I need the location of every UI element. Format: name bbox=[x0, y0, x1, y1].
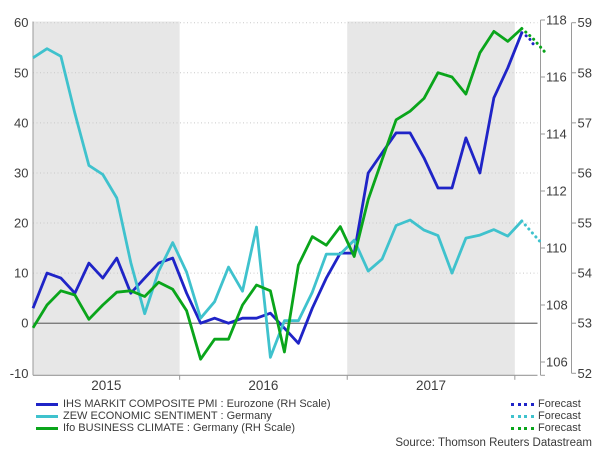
right-axis2-tick-label: 55 bbox=[578, 216, 592, 231]
forecast-label-pmi: Forecast bbox=[538, 398, 581, 410]
year-shading-band bbox=[347, 21, 515, 376]
legend-label-zew: ZEW ECONOMIC SENTIMENT : Germany bbox=[63, 410, 272, 422]
legend-swatch-ifo-line bbox=[36, 426, 58, 430]
x-axis-year-label: 2016 bbox=[248, 378, 278, 393]
left-axis-tick-label: -10 bbox=[10, 366, 29, 381]
legend-swatch-zew-line bbox=[36, 414, 58, 418]
forecast-swatch-pmi-dotted-line bbox=[511, 402, 534, 406]
right-axis1-tick-label: 110 bbox=[546, 241, 567, 256]
right-axis2-tick-label: 56 bbox=[578, 165, 592, 180]
source-credit: Source: Thomson Reuters Datastream bbox=[395, 437, 592, 449]
right-axis1-tick-label: 114 bbox=[546, 127, 567, 142]
forecast-row-pmi: Forecast bbox=[511, 398, 581, 410]
forecast-line-pmi bbox=[520, 31, 538, 50]
series-line-ifo bbox=[31, 27, 523, 361]
right-axis1-tick-label: 108 bbox=[546, 298, 568, 313]
right-axis2-tick-label: 54 bbox=[578, 266, 592, 281]
right-axis1-tick-label: 118 bbox=[546, 13, 567, 28]
left-axis-tick-label: 40 bbox=[14, 115, 28, 130]
left-axis-tick-label: 30 bbox=[14, 165, 28, 180]
forecast-label-ifo: Forecast bbox=[538, 422, 581, 434]
right-axis1-tick-label: 116 bbox=[546, 70, 567, 85]
forecast-label-zew: Forecast bbox=[538, 410, 581, 422]
series-line-zew bbox=[32, 47, 523, 359]
left-axis-tick-label: 50 bbox=[14, 65, 28, 80]
left-axis-tick-label: 10 bbox=[14, 266, 28, 281]
series-legend: IHS MARKIT COMPOSITE PMI : Eurozone (RH … bbox=[36, 398, 331, 434]
forecast-row-zew: Forecast bbox=[511, 410, 581, 422]
left-axis-tick-label: 20 bbox=[14, 216, 28, 231]
x-axis-year-label: 2017 bbox=[416, 378, 446, 393]
legend-label-pmi: IHS MARKIT COMPOSITE PMI : Eurozone (RH … bbox=[63, 398, 331, 410]
left-axis-tick-label: 60 bbox=[14, 15, 28, 30]
right-axis2-tick-label: 59 bbox=[578, 15, 592, 30]
right-axis2-tick-label: 57 bbox=[578, 115, 592, 130]
legend-row-ifo: Ifo BUSINESS CLIMATE : Germany (RH Scale… bbox=[36, 422, 331, 434]
right-axis2-tick-label: 52 bbox=[578, 366, 592, 381]
legend-row-zew: ZEW ECONOMIC SENTIMENT : Germany bbox=[36, 410, 331, 422]
legend-label-ifo: Ifo BUSINESS CLIMATE : Germany (RH Scale… bbox=[63, 422, 296, 434]
year-shading-band bbox=[33, 21, 180, 376]
legend-swatch-pmi-line bbox=[36, 402, 58, 406]
right-axis1-tick-label: 106 bbox=[546, 355, 568, 370]
legend-row-pmi: IHS MARKIT COMPOSITE PMI : Eurozone (RH … bbox=[36, 398, 331, 410]
forecast-line-zew bbox=[520, 219, 543, 245]
forecast-swatch-zew-dotted-line bbox=[511, 414, 534, 418]
forecast-swatch-ifo-dotted-line bbox=[511, 426, 534, 430]
right-axis2-tick-label: 53 bbox=[578, 316, 592, 331]
left-axis-tick-label: 0 bbox=[21, 316, 28, 331]
forecast-row-ifo: Forecast bbox=[511, 422, 581, 434]
forecast-line-ifo bbox=[520, 27, 546, 53]
forecast-legend: Forecast Forecast Forecast bbox=[511, 398, 581, 434]
x-axis-year-label: 2015 bbox=[91, 378, 121, 393]
right-axis2-tick-label: 58 bbox=[578, 65, 592, 80]
right-axis1-tick-label: 112 bbox=[546, 184, 567, 199]
